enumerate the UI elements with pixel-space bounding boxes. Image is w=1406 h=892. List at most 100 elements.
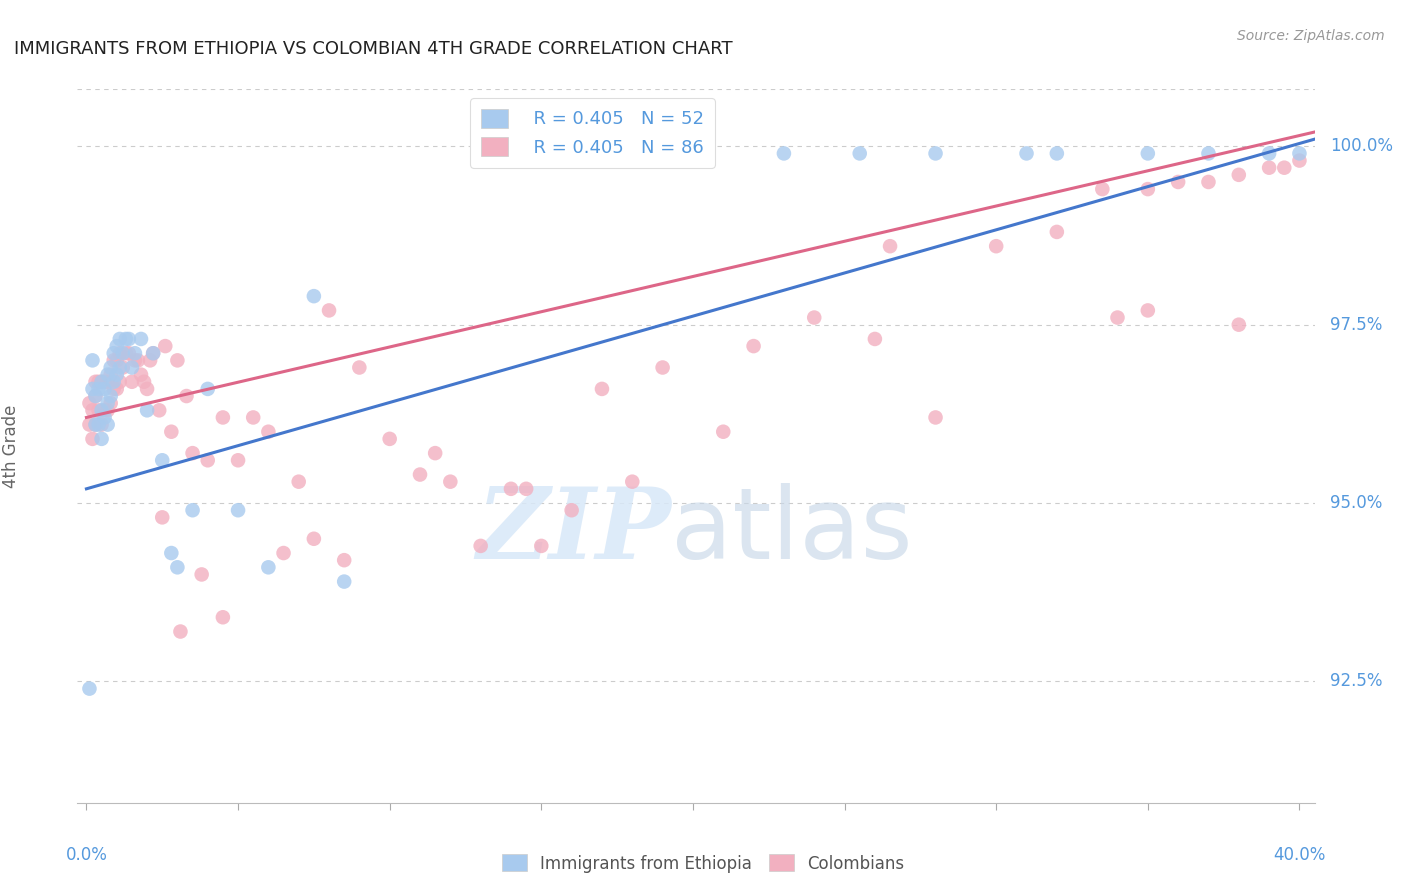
Point bbox=[118, 346, 141, 360]
Point bbox=[100, 389, 122, 403]
Point bbox=[129, 332, 152, 346]
Point bbox=[226, 503, 249, 517]
Point bbox=[1046, 146, 1069, 161]
Point bbox=[606, 146, 628, 161]
Point bbox=[439, 475, 461, 489]
Point bbox=[87, 417, 110, 432]
Point bbox=[924, 146, 946, 161]
Point bbox=[302, 289, 325, 303]
Point bbox=[515, 482, 537, 496]
Point bbox=[166, 353, 188, 368]
Text: atlas: atlas bbox=[671, 483, 912, 580]
Point bbox=[103, 382, 125, 396]
Point bbox=[100, 368, 122, 382]
Point bbox=[82, 432, 104, 446]
Point bbox=[136, 382, 159, 396]
Point bbox=[139, 353, 162, 368]
Point bbox=[1288, 153, 1310, 168]
Point bbox=[378, 432, 401, 446]
Text: ZIP: ZIP bbox=[477, 483, 671, 580]
Point bbox=[79, 396, 101, 410]
Point bbox=[93, 375, 115, 389]
Text: IMMIGRANTS FROM ETHIOPIA VS COLOMBIAN 4TH GRADE CORRELATION CHART: IMMIGRANTS FROM ETHIOPIA VS COLOMBIAN 4T… bbox=[14, 40, 733, 58]
Point bbox=[181, 446, 204, 460]
Point bbox=[97, 368, 120, 382]
Point bbox=[100, 396, 122, 410]
Point bbox=[93, 403, 115, 417]
Point bbox=[561, 503, 583, 517]
Legend: Immigrants from Ethiopia, Colombians: Immigrants from Ethiopia, Colombians bbox=[495, 847, 911, 880]
Point bbox=[121, 360, 143, 375]
Point bbox=[591, 382, 613, 396]
Point bbox=[924, 410, 946, 425]
Point bbox=[84, 389, 107, 403]
Point bbox=[84, 417, 107, 432]
Point bbox=[333, 553, 356, 567]
Point bbox=[176, 389, 198, 403]
Point bbox=[190, 567, 212, 582]
Point bbox=[1198, 146, 1220, 161]
Point bbox=[124, 346, 146, 360]
Point bbox=[82, 382, 104, 396]
Point bbox=[127, 353, 149, 368]
Point bbox=[848, 146, 870, 161]
Point bbox=[79, 417, 101, 432]
Text: 97.5%: 97.5% bbox=[1330, 316, 1382, 334]
Point bbox=[90, 375, 112, 389]
Point bbox=[105, 368, 128, 382]
Point bbox=[470, 539, 492, 553]
Point bbox=[1136, 146, 1159, 161]
Point bbox=[108, 360, 131, 375]
Point bbox=[105, 353, 128, 368]
Point bbox=[129, 368, 152, 382]
Point bbox=[425, 446, 447, 460]
Point bbox=[124, 353, 146, 368]
Point bbox=[1198, 175, 1220, 189]
Point bbox=[108, 332, 131, 346]
Point bbox=[136, 403, 159, 417]
Point bbox=[986, 239, 1008, 253]
Point bbox=[87, 375, 110, 389]
Point bbox=[499, 482, 522, 496]
Point bbox=[1046, 225, 1069, 239]
Point bbox=[166, 560, 188, 574]
Point bbox=[212, 410, 235, 425]
Point bbox=[118, 332, 141, 346]
Point bbox=[115, 332, 138, 346]
Point bbox=[148, 403, 170, 417]
Point bbox=[1091, 182, 1114, 196]
Point bbox=[212, 610, 235, 624]
Point bbox=[155, 339, 177, 353]
Point bbox=[561, 146, 583, 161]
Point bbox=[1136, 182, 1159, 196]
Text: Source: ZipAtlas.com: Source: ZipAtlas.com bbox=[1237, 29, 1385, 43]
Point bbox=[742, 339, 765, 353]
Text: 4th Grade: 4th Grade bbox=[1, 404, 20, 488]
Point bbox=[349, 360, 371, 375]
Point bbox=[682, 146, 704, 161]
Point bbox=[111, 346, 134, 360]
Point bbox=[226, 453, 249, 467]
Point bbox=[773, 146, 796, 161]
Point bbox=[1258, 161, 1281, 175]
Point bbox=[82, 403, 104, 417]
Point bbox=[1258, 146, 1281, 161]
Text: 0.0%: 0.0% bbox=[66, 846, 107, 863]
Point bbox=[257, 560, 280, 574]
Point bbox=[711, 425, 734, 439]
Point bbox=[302, 532, 325, 546]
Point bbox=[150, 453, 173, 467]
Point bbox=[100, 360, 122, 375]
Point bbox=[87, 403, 110, 417]
Point bbox=[333, 574, 356, 589]
Point bbox=[160, 425, 183, 439]
Point bbox=[93, 382, 115, 396]
Point bbox=[273, 546, 295, 560]
Point bbox=[257, 425, 280, 439]
Point bbox=[318, 303, 340, 318]
Point bbox=[87, 382, 110, 396]
Point bbox=[93, 410, 115, 425]
Point bbox=[1288, 146, 1310, 161]
Point bbox=[105, 339, 128, 353]
Point bbox=[409, 467, 432, 482]
